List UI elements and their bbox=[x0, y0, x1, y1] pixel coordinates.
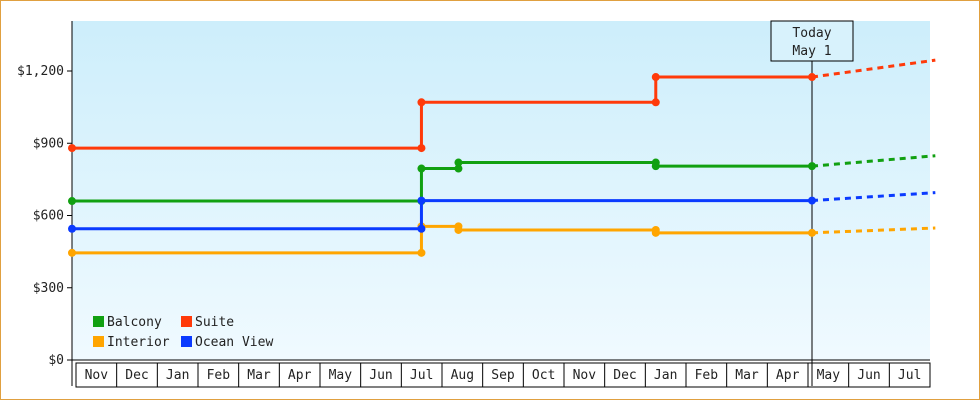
series-forecast-balcony bbox=[811, 154, 936, 168]
legend-label-ocean-view: Ocean View bbox=[195, 335, 273, 350]
series-forecast-interior bbox=[811, 226, 936, 235]
y-tick-label: $0 bbox=[48, 353, 64, 368]
series-point-suite bbox=[68, 144, 76, 153]
series-point-ocean-view bbox=[417, 196, 426, 205]
x-tick-label: Nov bbox=[85, 368, 109, 383]
x-tick-label: May bbox=[329, 368, 353, 383]
x-tick-label: Apr bbox=[288, 368, 312, 383]
x-tick-label: Aug bbox=[451, 368, 474, 383]
legend-swatch-ocean-view bbox=[181, 336, 192, 347]
series-point-interior bbox=[454, 225, 463, 234]
y-tick-label: $900 bbox=[33, 136, 64, 151]
series-point-suite bbox=[417, 144, 426, 153]
series-point-interior bbox=[417, 248, 426, 257]
series-point-suite bbox=[651, 98, 660, 107]
legend-swatch-suite bbox=[181, 316, 192, 327]
today-label-line2: May 1 bbox=[792, 44, 831, 59]
x-tick-label: Mar bbox=[735, 368, 759, 383]
y-tick-label: $600 bbox=[33, 209, 64, 224]
x-tick-label: Jan bbox=[654, 368, 677, 383]
x-tick-label: Dec bbox=[613, 368, 636, 383]
legend: Balcony Suite Interior Ocean View bbox=[93, 315, 273, 350]
legend-label-balcony: Balcony bbox=[107, 315, 162, 330]
today-marker: Today May 1 bbox=[770, 20, 854, 386]
series-point-ocean-view bbox=[417, 224, 426, 233]
series-point-balcony bbox=[68, 197, 76, 206]
y-tick-label: $1,200 bbox=[17, 64, 64, 79]
series-line-ocean-view bbox=[72, 199, 812, 231]
plot-background bbox=[72, 21, 930, 360]
series-point-balcony bbox=[454, 158, 463, 167]
x-tick-label: Jul bbox=[410, 368, 433, 383]
series-point-suite bbox=[417, 98, 426, 107]
x-tick-label: Dec bbox=[125, 368, 148, 383]
x-tick-label: Jun bbox=[857, 368, 880, 383]
legend-label-interior: Interior bbox=[107, 335, 170, 350]
x-tick-label: Jul bbox=[898, 368, 921, 383]
y-tick-label: $300 bbox=[33, 281, 64, 296]
x-axis: Nov Dec Jan Feb Mar Apr May Jun Jul Aug Sep Oct Nov D… bbox=[72, 359, 931, 388]
series-forecast-suite bbox=[811, 58, 936, 79]
x-tick-label: Oct bbox=[532, 368, 555, 383]
series-point-balcony bbox=[454, 164, 463, 173]
series-point-interior bbox=[68, 248, 76, 257]
series-point-ocean-view bbox=[68, 224, 76, 233]
series-forecast-ocean-view bbox=[811, 191, 936, 203]
series-group bbox=[68, 58, 936, 257]
series-point-balcony bbox=[651, 162, 660, 171]
series-line-suite bbox=[72, 75, 812, 150]
today-label-line1: Today bbox=[792, 26, 831, 41]
x-tick-label: Jun bbox=[369, 368, 392, 383]
x-tick-label: May bbox=[817, 368, 841, 383]
legend-swatch-balcony bbox=[93, 316, 104, 327]
series-point-balcony bbox=[417, 164, 426, 173]
x-tick-label: Jan bbox=[166, 368, 189, 383]
legend-swatch-interior bbox=[93, 336, 104, 347]
y-axis: $0 $300 $600 $900 $1,200 bbox=[17, 21, 73, 386]
x-tick-label: Nov bbox=[573, 368, 597, 383]
x-tick-label: Mar bbox=[247, 368, 271, 383]
series-point-interior bbox=[651, 228, 660, 237]
x-tick-label: Feb bbox=[207, 368, 231, 383]
today-box bbox=[770, 20, 854, 62]
x-tick-label: Sep bbox=[491, 368, 515, 383]
x-tick-label: Feb bbox=[695, 368, 719, 383]
series-point-suite bbox=[651, 73, 660, 82]
x-axis-band bbox=[75, 362, 931, 388]
legend-label-suite: Suite bbox=[195, 315, 234, 330]
x-tick-label: Apr bbox=[776, 368, 800, 383]
